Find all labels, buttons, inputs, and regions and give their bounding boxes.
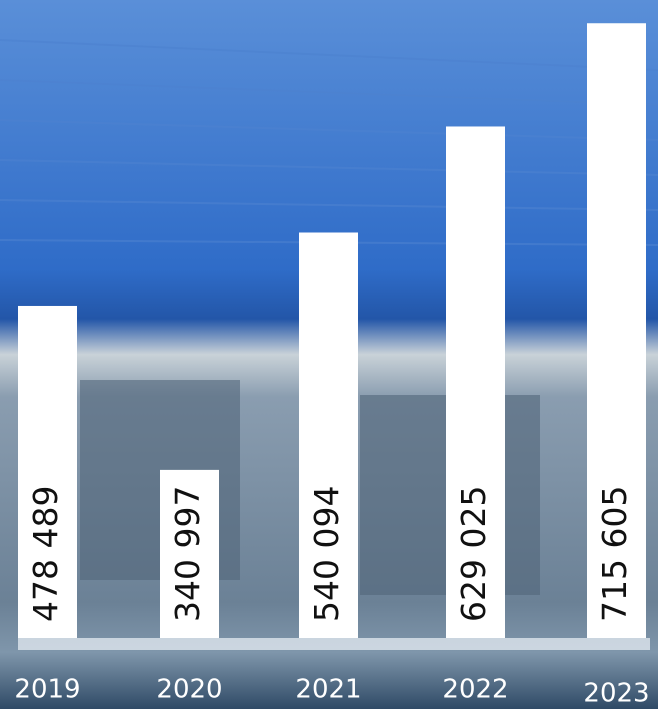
x-tick-label: 2021: [295, 675, 361, 705]
value-label: 629 025: [454, 486, 493, 622]
x-tick-label: 2023: [583, 679, 649, 709]
x-tick-label: 2020: [156, 675, 222, 705]
bar: [446, 126, 505, 639]
bar: [18, 305, 77, 638]
bar: [587, 23, 646, 639]
value-label: 540 094: [307, 486, 346, 622]
x-tick-label: 2022: [442, 675, 508, 705]
value-label: 715 605: [595, 486, 634, 622]
bar: [299, 232, 358, 639]
x-tick-label: 2019: [14, 675, 80, 705]
baseline: [18, 638, 650, 650]
bar: [160, 469, 219, 638]
value-label: 340 997: [168, 486, 207, 622]
value-label: 478 489: [26, 486, 65, 622]
